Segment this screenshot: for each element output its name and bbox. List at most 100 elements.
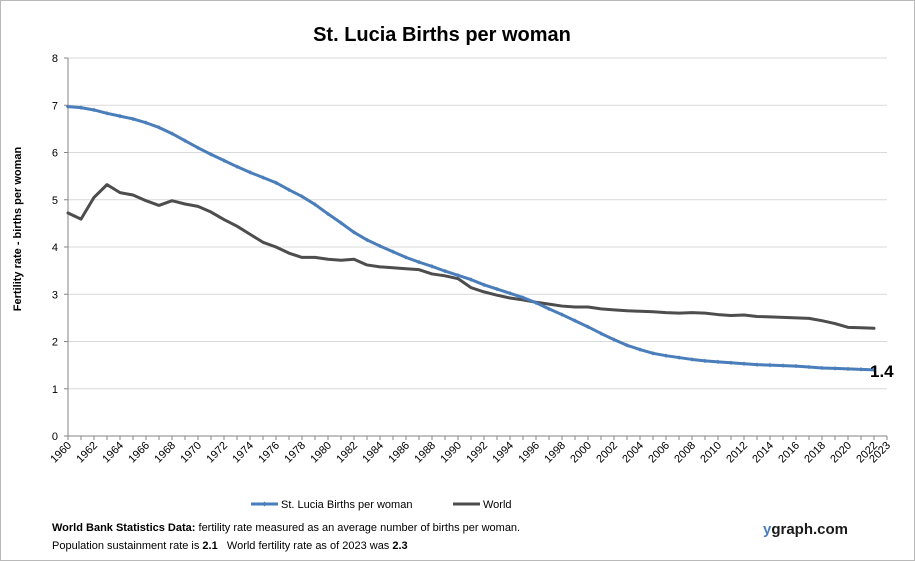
data-point xyxy=(858,367,864,372)
series-line xyxy=(66,183,876,330)
x-tick-label: 2016 xyxy=(776,440,802,466)
y-tick-label: 6 xyxy=(52,148,58,160)
x-tick-label: 1972 xyxy=(204,440,230,466)
chart-title: St. Lucia Births per woman xyxy=(313,24,571,46)
data-point xyxy=(299,194,305,199)
x-tick-label: 1976 xyxy=(256,440,282,466)
data-point xyxy=(247,170,253,175)
data-point xyxy=(312,202,318,207)
data-point xyxy=(494,286,500,292)
y-tick-label: 3 xyxy=(52,289,58,301)
x-tick-label: 2012 xyxy=(724,440,750,466)
legend-marker xyxy=(262,501,267,507)
x-tick-label: 1984 xyxy=(360,440,386,466)
data-point xyxy=(208,152,214,157)
x-tick-label: 2018 xyxy=(802,440,828,466)
grid-layer xyxy=(68,57,887,390)
footer-sustain-label: Population sustainment rate is xyxy=(52,540,203,552)
data-point xyxy=(650,351,656,356)
x-tick-label: 1982 xyxy=(334,440,360,466)
x-tick-label: 2000 xyxy=(568,440,594,466)
x-tick-label: 1970 xyxy=(178,440,204,466)
x-tick-label: 2004 xyxy=(620,440,646,466)
data-point xyxy=(741,361,747,366)
data-point xyxy=(715,359,721,365)
footer-source-text: fertility rate measured as an average nu… xyxy=(195,522,521,534)
series-world xyxy=(66,183,876,330)
y-tick-label: 1 xyxy=(52,384,58,396)
legend: St. Lucia Births per woman World xyxy=(251,499,512,511)
x-tick-label: 1998 xyxy=(542,440,568,466)
x-tick-label: 1990 xyxy=(438,440,464,466)
x-tick-label: 1996 xyxy=(516,440,542,466)
x-tick-label: 2014 xyxy=(750,440,776,466)
data-point xyxy=(845,366,851,372)
x-tick-label: 1992 xyxy=(464,440,490,466)
data-point xyxy=(429,264,435,269)
y-tick-label: 8 xyxy=(52,53,58,65)
footer-source-label: World Bank Statistics Data: xyxy=(52,522,196,534)
data-point xyxy=(260,175,266,180)
data-point xyxy=(663,353,669,358)
legend-item-st-lucia: St. Lucia Births per woman xyxy=(251,499,412,511)
data-point xyxy=(780,363,786,368)
y-tick-label: 2 xyxy=(52,337,58,349)
x-tick-label: 1988 xyxy=(412,440,438,466)
data-point xyxy=(338,220,344,226)
data-point xyxy=(611,337,617,342)
data-point xyxy=(507,291,513,296)
data-point xyxy=(234,164,240,169)
y-axis-label: Fertility rate - births per woman xyxy=(12,147,24,312)
series-line xyxy=(66,105,876,372)
y-tick-label: 5 xyxy=(52,195,58,207)
brand-logo[interactable]: ygraph.com xyxy=(763,521,848,538)
data-point xyxy=(130,116,136,122)
footer-note: World Bank Statistics Data: fertility ra… xyxy=(52,519,520,555)
data-point xyxy=(481,282,487,287)
x-tick-label: 1964 xyxy=(100,440,126,466)
data-point xyxy=(767,362,773,368)
data-point xyxy=(689,357,695,362)
x-tick-label: 1968 xyxy=(152,440,178,466)
data-point xyxy=(325,211,331,217)
data-point xyxy=(143,120,149,125)
data-point xyxy=(468,277,474,282)
footer-world-label: World fertility rate as of 2023 was xyxy=(217,540,393,552)
data-point xyxy=(793,363,799,369)
data-point xyxy=(533,300,539,305)
data-point xyxy=(221,158,227,163)
y-tick-label: 0 xyxy=(52,431,58,443)
data-point xyxy=(546,306,552,312)
data-point xyxy=(169,131,175,136)
legend-item-world: World xyxy=(453,499,512,511)
legend-label: World xyxy=(483,499,512,511)
data-point xyxy=(377,243,383,249)
data-point xyxy=(728,360,734,365)
data-point xyxy=(156,125,162,130)
y-tick-label: 7 xyxy=(52,100,58,112)
data-point xyxy=(585,324,591,330)
data-point xyxy=(182,138,188,143)
end-value-label: 1.4 xyxy=(870,362,894,381)
data-point xyxy=(442,268,448,274)
data-point xyxy=(871,367,877,373)
data-point xyxy=(65,104,71,109)
x-tick-label: 2020 xyxy=(828,440,854,466)
data-point xyxy=(819,365,825,371)
data-point xyxy=(286,187,292,193)
data-point xyxy=(520,295,526,300)
x-tick-label: 2006 xyxy=(646,440,672,466)
footer-line-1: World Bank Statistics Data: fertility ra… xyxy=(52,519,520,537)
data-point xyxy=(559,312,565,317)
data-point xyxy=(572,318,578,323)
data-point xyxy=(702,358,708,364)
data-point xyxy=(273,180,279,185)
x-tick-label: 2002 xyxy=(594,440,620,466)
data-point xyxy=(455,273,461,278)
x-tick-label: 1994 xyxy=(490,440,516,466)
series-st-lucia xyxy=(65,104,877,373)
data-point xyxy=(78,105,84,110)
